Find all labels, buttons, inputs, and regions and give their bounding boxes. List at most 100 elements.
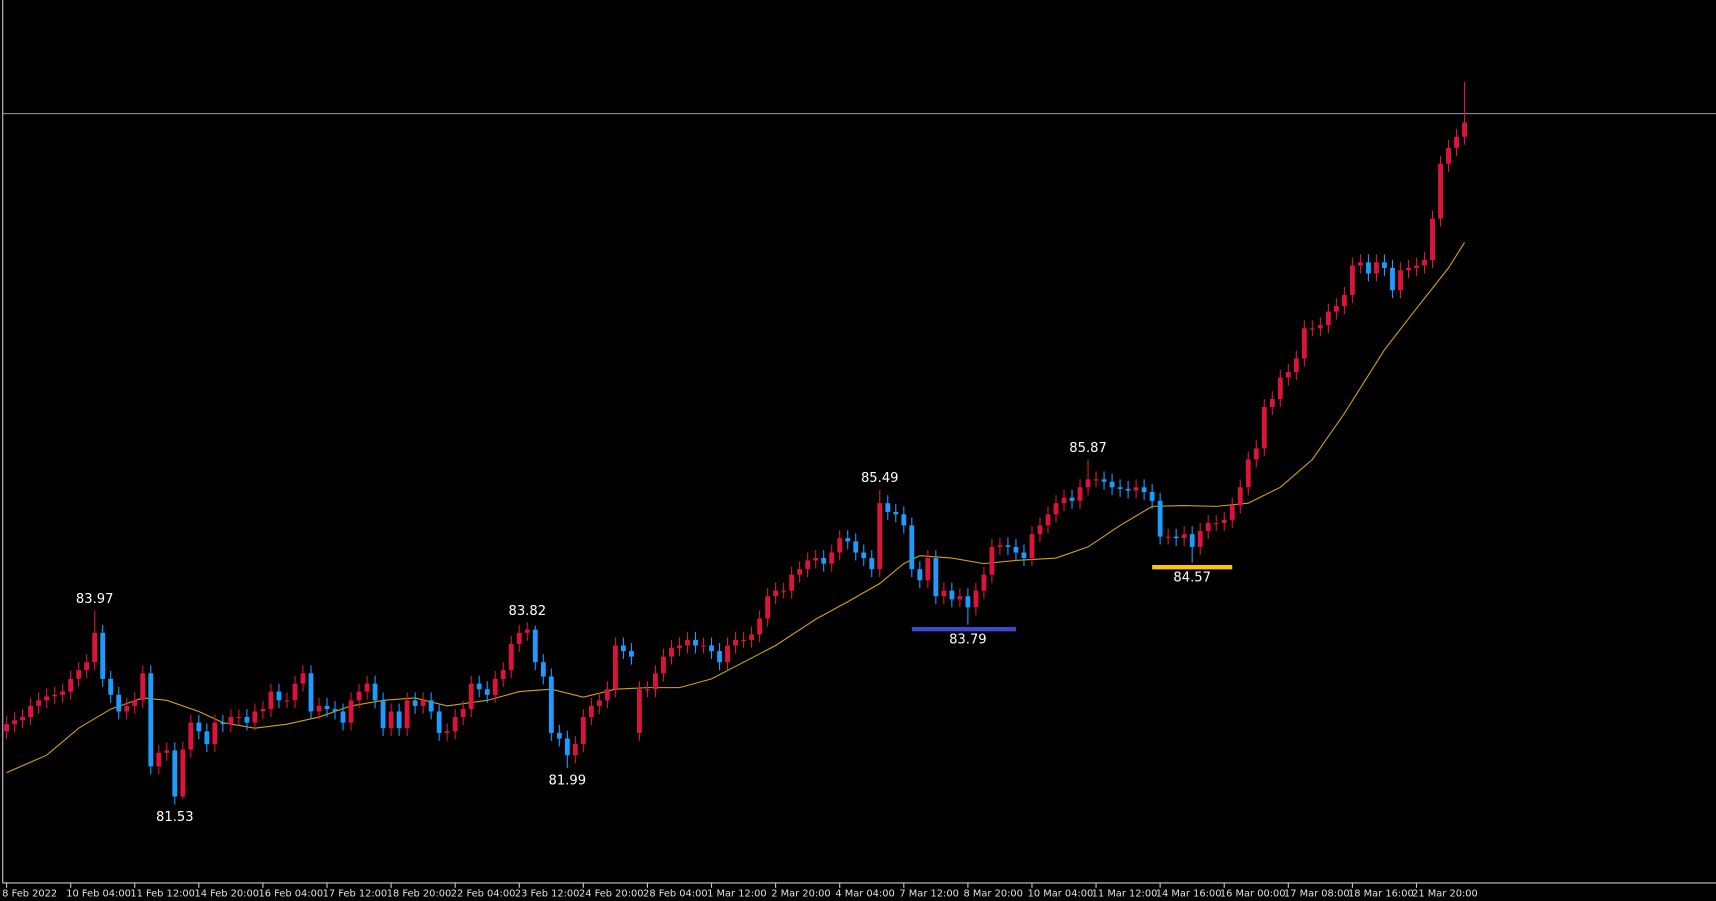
candle-body	[516, 632, 522, 644]
candle-body	[412, 700, 418, 706]
candle-body	[524, 629, 530, 633]
candle-body	[1221, 519, 1227, 524]
x-tick-label: 14 Mar 16:00	[1156, 888, 1222, 899]
candle-body	[1406, 267, 1411, 271]
candle-body	[1237, 487, 1243, 506]
candle-body	[1462, 122, 1467, 137]
candle-body	[108, 678, 114, 695]
x-tick-label: 23 Feb 12:00	[515, 888, 580, 899]
candle-body	[1109, 481, 1115, 488]
candle-body	[1181, 534, 1187, 539]
candle-body	[92, 632, 98, 663]
candle-body	[132, 700, 138, 706]
candle-body	[1438, 163, 1443, 219]
candle-body	[981, 574, 987, 591]
candle-body	[765, 596, 771, 619]
candle-body	[364, 683, 370, 692]
candle-body	[1165, 536, 1171, 538]
candle-body	[957, 596, 963, 600]
candle-body	[1245, 459, 1251, 488]
candle-body	[973, 590, 979, 608]
candle-body	[693, 639, 698, 646]
candle-body	[661, 656, 666, 674]
candle-body	[44, 696, 50, 701]
candle-body	[1374, 262, 1379, 274]
candle-body	[845, 538, 851, 542]
candle-body	[1141, 487, 1147, 493]
candle-body	[116, 694, 122, 712]
candle-body	[701, 645, 706, 647]
candle-body	[316, 705, 322, 712]
candle-body	[677, 645, 682, 648]
candle-body	[532, 629, 538, 663]
moving-average	[6, 242, 1466, 774]
candle-body	[885, 503, 891, 512]
candle-body	[540, 662, 546, 677]
candle-body	[773, 590, 779, 597]
candle-body	[452, 717, 458, 732]
x-tick-label: 7 Mar 12:00	[899, 888, 958, 899]
candle-body	[188, 722, 194, 750]
candle-body	[1013, 546, 1019, 553]
price-annotation: 85.49	[861, 471, 899, 486]
x-tick-label: 2 Mar 20:00	[771, 888, 830, 899]
candle-body	[1301, 328, 1307, 359]
x-tick-label: 17 Feb 12:00	[323, 888, 388, 899]
candle-body	[861, 552, 867, 559]
candle-body	[1213, 523, 1219, 525]
candle-body	[1285, 372, 1291, 378]
candle-body	[300, 673, 306, 684]
candle-body	[340, 711, 346, 723]
price-annotation: 84.57	[1173, 571, 1211, 586]
candle-body	[380, 700, 386, 729]
candle-body	[1390, 267, 1395, 291]
candle-body	[1277, 377, 1283, 400]
candle-body	[1085, 479, 1091, 488]
candle-body	[1093, 479, 1099, 481]
candle-body	[805, 560, 811, 570]
candle-body	[140, 673, 146, 701]
candle-body	[244, 717, 250, 723]
candle-body	[757, 618, 763, 635]
candle-body	[492, 678, 498, 695]
x-tick-label: 16 Mar 00:00	[1220, 888, 1286, 899]
x-tick-label: 8 Feb 2022	[2, 888, 57, 899]
candle-body	[396, 711, 402, 729]
candle-body	[444, 731, 450, 733]
candle-body	[813, 558, 819, 561]
candle-body	[709, 645, 714, 652]
candle-body	[909, 525, 915, 570]
candle-body	[789, 574, 795, 591]
candle-body	[917, 569, 923, 581]
candle-body	[36, 700, 42, 706]
price-annotation: 83.97	[76, 592, 114, 607]
candle-body	[1454, 136, 1459, 148]
candle-body	[933, 558, 939, 597]
candle-body	[76, 670, 82, 679]
candle-body	[20, 717, 25, 721]
candle-body	[252, 711, 258, 723]
candle-body	[1366, 262, 1371, 274]
candle-body	[821, 558, 827, 564]
candle-body	[4, 724, 9, 732]
price-annotation: 83.82	[508, 604, 546, 619]
x-tick-label: 10 Feb 04:00	[66, 888, 131, 899]
candle-body	[1205, 523, 1211, 532]
candle-body	[1229, 505, 1235, 520]
candle-body	[324, 705, 330, 710]
candle-body	[741, 639, 746, 642]
candle-body	[596, 700, 602, 706]
candle-body	[653, 673, 658, 690]
candle-body	[308, 673, 314, 712]
candle-body	[348, 700, 354, 723]
x-tick-label: 18 Mar 16:00	[1348, 888, 1414, 899]
candle-body	[604, 689, 610, 701]
candle-body	[284, 700, 290, 702]
candle-body	[372, 683, 378, 701]
x-tick-label: 10 Mar 04:00	[1028, 888, 1094, 899]
candle-body	[428, 700, 434, 712]
candle-body	[580, 717, 586, 745]
candle-body	[1069, 497, 1075, 501]
